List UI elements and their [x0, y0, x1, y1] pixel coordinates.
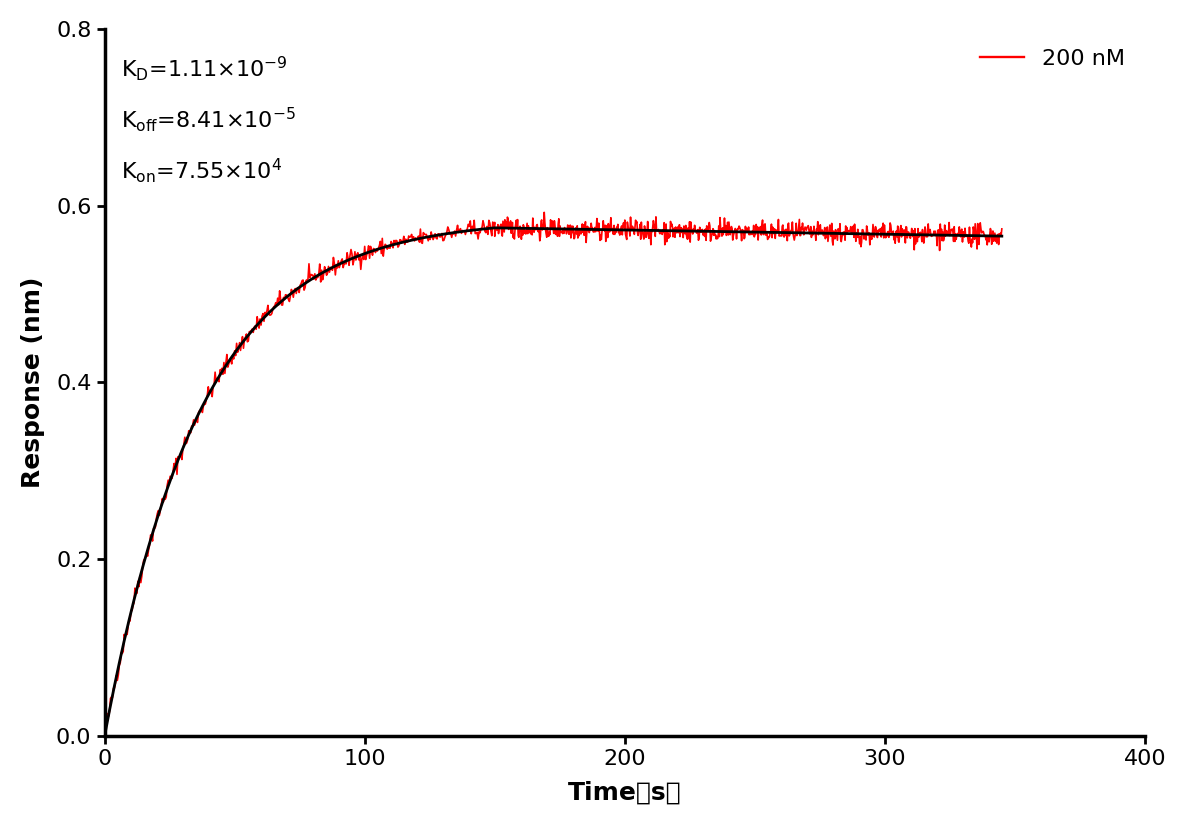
200 nM	[296, 276, 310, 285]
Line: 200 nM: 200 nM	[104, 212, 1002, 733]
Legend: 200 nM: 200 nM	[971, 40, 1134, 78]
Text: $\mathregular{K_{on}}$=7.55×10$^{4}$: $\mathregular{K_{on}}$=7.55×10$^{4}$	[121, 157, 283, 186]
200 nM	[650, 225, 665, 235]
200 nM	[490, 225, 504, 235]
Y-axis label: Response (nm): Response (nm)	[21, 276, 45, 488]
200 nM	[253, 314, 267, 324]
Text: $\mathregular{K_D}$=1.11×10$^{-9}$: $\mathregular{K_D}$=1.11×10$^{-9}$	[121, 54, 288, 82]
200 nM	[537, 207, 551, 217]
X-axis label: Time（s）: Time（s）	[567, 780, 681, 804]
200 nM	[97, 728, 112, 738]
200 nM	[634, 217, 648, 227]
200 nM	[995, 224, 1009, 233]
Text: $\mathregular{K_{off}}$=8.41×10$^{-5}$: $\mathregular{K_{off}}$=8.41×10$^{-5}$	[121, 106, 297, 134]
200 nM	[564, 221, 578, 231]
